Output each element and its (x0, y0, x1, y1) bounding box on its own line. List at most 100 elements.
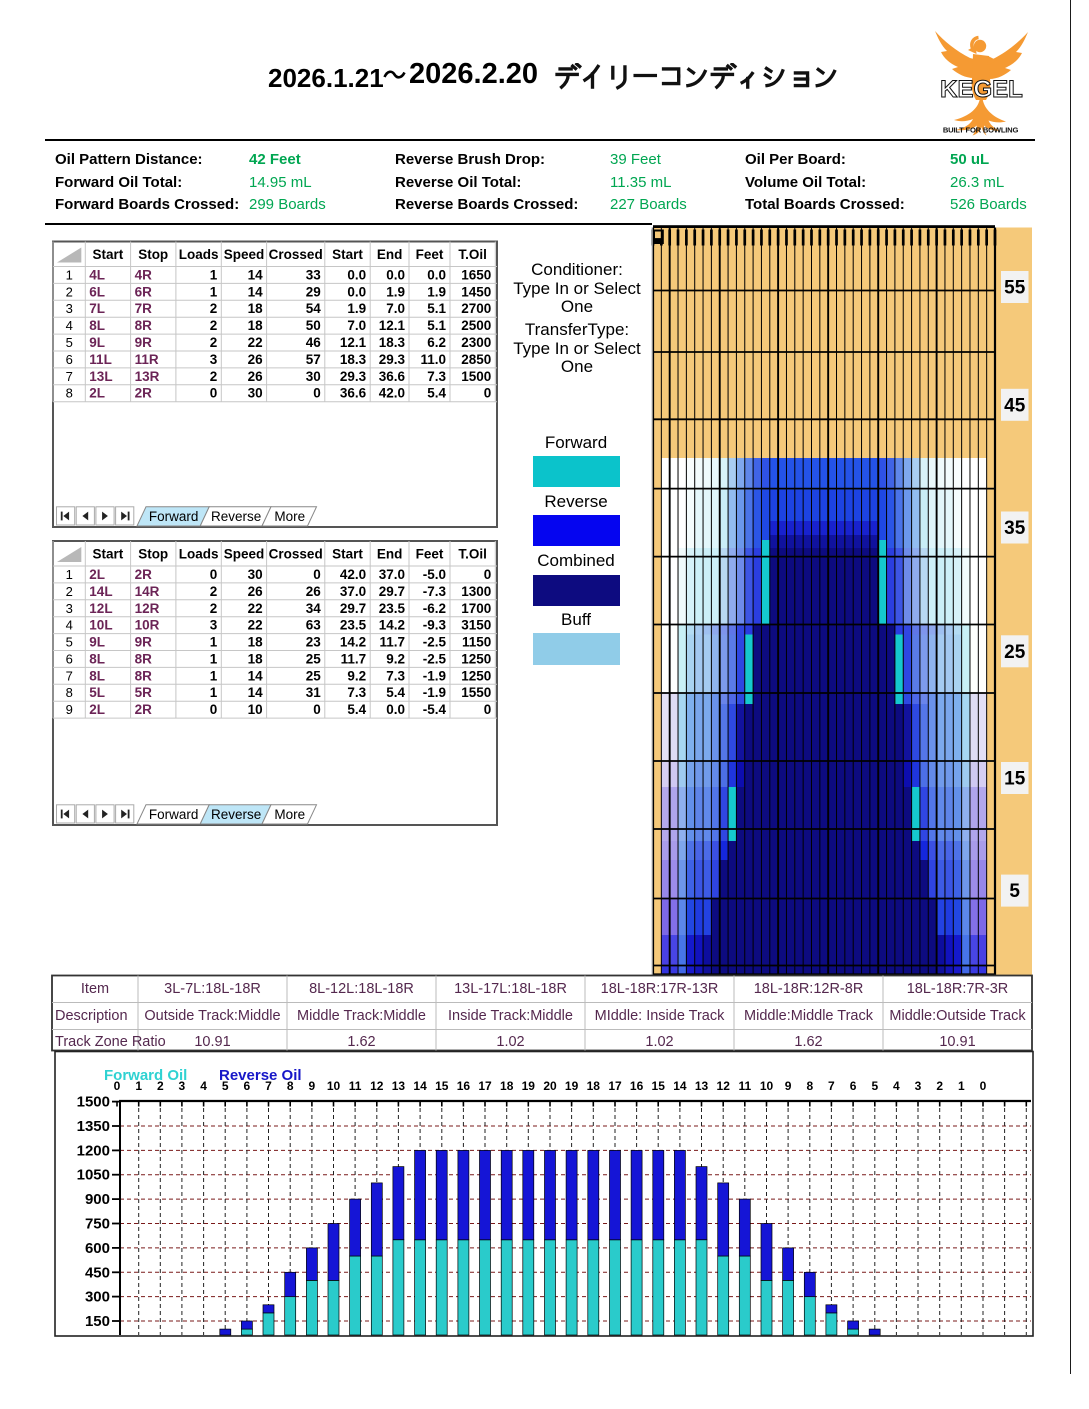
svg-text:8: 8 (287, 1079, 294, 1093)
svg-text:Forward: Forward (149, 509, 199, 524)
svg-text:Stop: Stop (138, 547, 168, 562)
svg-text:3: 3 (66, 601, 73, 616)
svg-text:0: 0 (484, 386, 492, 401)
svg-text:9L: 9L (89, 635, 105, 650)
svg-text:37.0: 37.0 (379, 567, 405, 582)
svg-text:5.1: 5.1 (427, 318, 446, 333)
svg-text:2: 2 (936, 1079, 943, 1093)
svg-text:0.0: 0.0 (386, 702, 405, 717)
svg-text:Reverse: Reverse (211, 509, 261, 524)
svg-text:End: End (377, 247, 403, 262)
svg-text:1: 1 (66, 267, 73, 282)
svg-text:1.9: 1.9 (427, 284, 446, 299)
svg-text:19: 19 (522, 1079, 536, 1093)
svg-text:450: 450 (85, 1264, 110, 1281)
svg-text:11.7: 11.7 (341, 652, 367, 667)
svg-text:2: 2 (66, 584, 73, 599)
svg-text:Track Zone Ratio: Track Zone Ratio (55, 1034, 166, 1050)
svg-text:2: 2 (210, 301, 218, 316)
svg-text:2L: 2L (89, 567, 105, 582)
svg-text:1250: 1250 (461, 652, 491, 667)
svg-text:1150: 1150 (462, 635, 491, 650)
svg-text:13L-17L:18L-18R: 13L-17L:18L-18R (454, 981, 567, 997)
svg-text:Crossed: Crossed (269, 247, 323, 262)
svg-text:23: 23 (306, 635, 322, 650)
svg-text:7R: 7R (135, 301, 153, 316)
svg-text:9.2: 9.2 (347, 668, 366, 683)
svg-text:4: 4 (66, 318, 73, 333)
svg-text:35: 35 (1004, 518, 1026, 539)
svg-text:11R: 11R (135, 352, 159, 367)
svg-text:900: 900 (85, 1191, 110, 1208)
svg-text:8R: 8R (135, 318, 153, 333)
svg-text:0: 0 (313, 702, 321, 717)
svg-text:12: 12 (370, 1079, 384, 1093)
svg-text:0.0: 0.0 (347, 284, 366, 299)
svg-text:5: 5 (871, 1079, 878, 1093)
svg-text:Reverse: Reverse (211, 807, 261, 822)
svg-text:BUILT FOR BOWLING: BUILT FOR BOWLING (943, 126, 1019, 135)
svg-text:8: 8 (806, 1079, 813, 1093)
svg-text:7.3: 7.3 (347, 685, 366, 700)
svg-text:4: 4 (200, 1079, 207, 1093)
svg-text:0: 0 (313, 567, 321, 582)
svg-text:1200: 1200 (77, 1142, 110, 1159)
svg-text:14L: 14L (89, 584, 112, 599)
svg-text:13: 13 (695, 1079, 709, 1093)
svg-text:End: End (377, 547, 403, 562)
svg-text:25: 25 (306, 668, 322, 683)
svg-text:4: 4 (66, 618, 73, 633)
svg-text:13R: 13R (135, 369, 160, 384)
svg-text:22: 22 (248, 335, 263, 350)
svg-text:2R: 2R (135, 567, 153, 582)
svg-text:1.62: 1.62 (347, 1034, 375, 1050)
svg-text:17: 17 (478, 1079, 492, 1093)
svg-text:36.6: 36.6 (340, 386, 367, 401)
svg-text:15: 15 (652, 1079, 666, 1093)
svg-text:Description: Description (55, 1008, 128, 1024)
svg-text:11.0: 11.0 (420, 352, 446, 367)
svg-text:8R: 8R (135, 652, 153, 667)
svg-text:0: 0 (484, 702, 492, 717)
svg-text:8R: 8R (135, 668, 153, 683)
svg-text:34: 34 (306, 601, 322, 616)
svg-text:26: 26 (248, 369, 264, 384)
svg-text:7.0: 7.0 (347, 318, 366, 333)
svg-text:9R: 9R (135, 335, 153, 350)
svg-text:31: 31 (306, 685, 322, 700)
svg-text:1: 1 (135, 1079, 142, 1093)
svg-text:2L: 2L (89, 702, 105, 717)
svg-text:11: 11 (738, 1079, 751, 1093)
svg-text:5.4: 5.4 (386, 685, 405, 700)
svg-text:29: 29 (306, 284, 321, 299)
svg-text:25: 25 (306, 652, 322, 667)
svg-text:1: 1 (958, 1079, 965, 1093)
svg-text:2: 2 (210, 369, 218, 384)
svg-text:Start: Start (332, 547, 363, 562)
svg-text:9.2: 9.2 (386, 652, 405, 667)
svg-text:30: 30 (306, 369, 321, 384)
svg-text:1: 1 (210, 685, 218, 700)
svg-text:25: 25 (1004, 642, 1026, 663)
svg-text:7.0: 7.0 (386, 301, 405, 316)
svg-text:18: 18 (248, 635, 264, 650)
svg-text:5: 5 (222, 1079, 229, 1093)
svg-text:1500: 1500 (77, 1094, 110, 1111)
svg-text:Item: Item (81, 981, 109, 997)
svg-text:T.Oil: T.Oil (458, 247, 487, 262)
svg-text:14.2: 14.2 (340, 635, 366, 650)
svg-text:1250: 1250 (461, 668, 491, 683)
svg-text:3: 3 (915, 1079, 922, 1093)
svg-text:14: 14 (248, 668, 264, 683)
svg-text:Inside Track:Middle: Inside Track:Middle (448, 1008, 573, 1024)
svg-text:15: 15 (1004, 769, 1026, 790)
svg-text:More: More (274, 509, 305, 524)
svg-text:42.0: 42.0 (379, 386, 405, 401)
svg-text:2700: 2700 (461, 301, 491, 316)
svg-text:Start: Start (332, 247, 363, 262)
svg-text:6: 6 (850, 1079, 857, 1093)
svg-text:2: 2 (210, 601, 218, 616)
svg-text:1.9: 1.9 (386, 284, 405, 299)
svg-text:5.1: 5.1 (427, 301, 446, 316)
svg-text:0.0: 0.0 (347, 267, 366, 282)
